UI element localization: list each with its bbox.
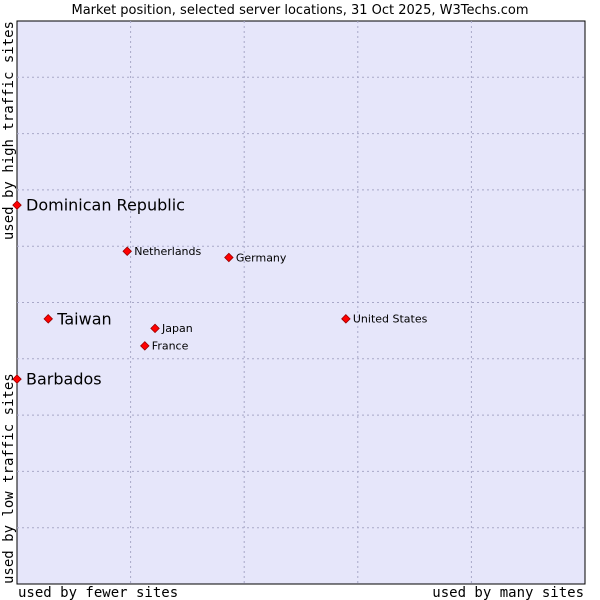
x-axis-label-left: used by fewer sites: [18, 585, 178, 600]
point-marker[interactable]: [140, 341, 150, 351]
plot-area: [16, 20, 586, 585]
y-axis-label-top: used by high traffic sites: [1, 21, 17, 240]
point-marker[interactable]: [43, 314, 54, 324]
point-taiwan[interactable]: Taiwan: [43, 309, 112, 328]
chart-title: Market position, selected server locatio…: [71, 3, 528, 18]
point-label: France: [152, 340, 189, 353]
point-japan[interactable]: Japan: [150, 322, 193, 335]
point-marker[interactable]: [224, 252, 234, 263]
x-axis-label-right: used by many sites: [432, 585, 584, 600]
point-marker[interactable]: [12, 374, 22, 384]
point-dominican-republic[interactable]: Dominican Republic: [12, 196, 185, 215]
point-barbados[interactable]: Barbados: [12, 370, 102, 389]
point-germany[interactable]: Germany: [224, 251, 287, 264]
data-points: Dominican Republic Netherlands Germany Taiw…: [12, 196, 428, 389]
point-marker[interactable]: [150, 323, 160, 334]
point-united-states[interactable]: United States: [341, 313, 428, 326]
point-netherlands[interactable]: Netherlands: [122, 245, 202, 258]
point-label: Taiwan: [56, 309, 111, 328]
point-label: Dominican Republic: [26, 196, 185, 215]
point-label: United States: [353, 313, 428, 326]
point-label: Barbados: [26, 370, 102, 389]
grid-lines: [17, 21, 585, 584]
point-label: Germany: [236, 251, 287, 264]
point-marker[interactable]: [122, 246, 132, 257]
point-marker[interactable]: [12, 200, 22, 210]
point-label: Netherlands: [134, 245, 201, 258]
point-marker[interactable]: [341, 314, 351, 324]
point-france[interactable]: France: [140, 340, 189, 353]
y-axis-label-bottom: used by low traffic sites: [1, 373, 17, 584]
point-label: Japan: [161, 322, 193, 335]
